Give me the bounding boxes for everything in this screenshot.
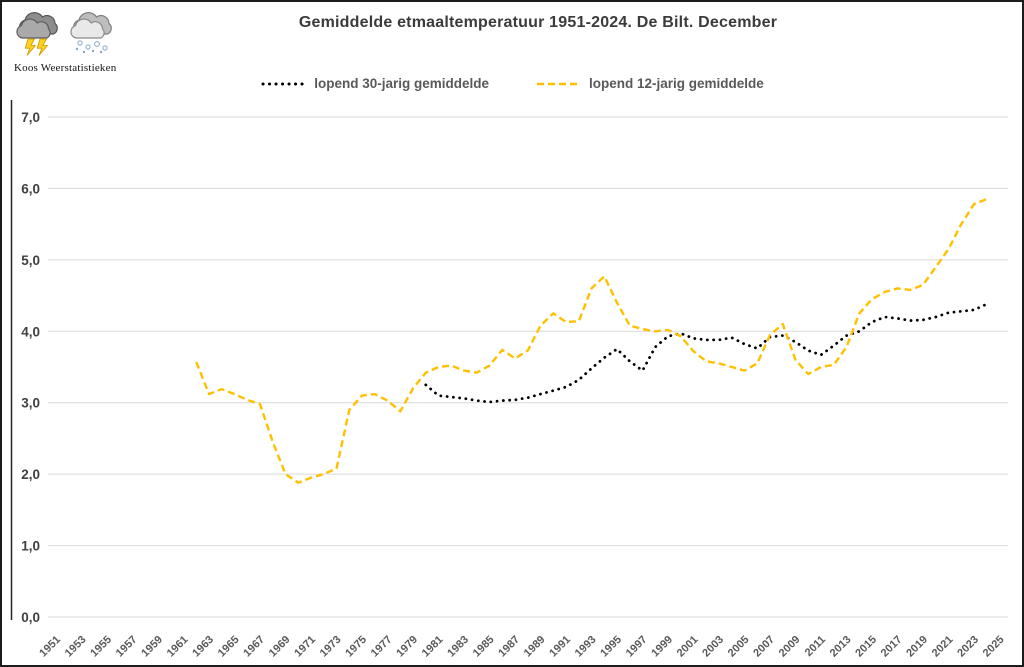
y-axis-label: 1,0 [21, 539, 40, 554]
x-axis-label: 1963 [190, 634, 216, 660]
x-axis-label: 1969 [267, 634, 293, 660]
plot-area: 0,0 1,0 2,0 3,0 4,0 5,0 6,0 7,0 1951 1953 1955 1957… [10, 100, 1008, 660]
x-axis-label: 2011 [803, 634, 828, 659]
x-axis-label: 2001 [675, 634, 701, 660]
x-axis-label: 2005 [726, 634, 752, 660]
y-axis-label: 2,0 [21, 467, 40, 482]
y-axis-label: 7,0 [21, 110, 40, 125]
y-axis-label: 3,0 [21, 396, 40, 411]
x-axis-label: 1971 [292, 634, 318, 660]
storm-cloud-icon [16, 12, 58, 56]
x-axis-label: 1959 [139, 634, 165, 660]
x-axis-label: 1995 [598, 634, 624, 660]
x-axis-label: 1981 [420, 634, 446, 660]
x-axis-label: 1951 [37, 634, 63, 660]
x-axis-label: 1993 [573, 634, 599, 660]
x-axis-label: 2019 [904, 634, 930, 660]
snow-cloud-icon [70, 12, 112, 54]
x-axis-label: 1977 [369, 634, 395, 660]
x-axis-label: 2009 [777, 634, 803, 660]
dotted-line-icon [261, 82, 306, 85]
logo: Koos Weerstatistieken [14, 8, 144, 74]
series-line-30yr [424, 302, 989, 404]
legend-label-30yr: lopend 30-jarig gemiddelde [314, 76, 489, 91]
x-axis-label: 1961 [165, 634, 191, 660]
x-axis-label: 2013 [828, 634, 854, 660]
x-axis-label: 2015 [853, 634, 879, 660]
x-axis-label: 2003 [700, 634, 726, 660]
y-axis-label: 4,0 [21, 324, 40, 339]
x-axis-label: 1987 [496, 634, 522, 660]
x-axis-label: 1953 [63, 634, 89, 660]
x-axis-label: 1997 [624, 634, 650, 660]
logo-text: Koos Weerstatistieken [14, 62, 117, 74]
x-axis-label: 1983 [445, 634, 471, 660]
x-axis-label: 2023 [955, 634, 981, 660]
logo-clouds [16, 12, 112, 56]
x-axis-label: 1999 [649, 634, 675, 660]
legend-item-12yr: lopend 12-jarig gemiddelde [535, 76, 764, 91]
y-axis-label: 5,0 [21, 253, 40, 268]
x-axis-label: 2021 [930, 634, 956, 660]
x-axis-label: 1975 [343, 634, 369, 660]
x-axis-label: 1967 [241, 634, 267, 660]
x-axis-label: 2007 [751, 634, 777, 660]
x-axis-label: 1973 [318, 634, 344, 660]
x-axis-label: 1955 [88, 634, 114, 660]
x-axis-label: 1991 [547, 634, 573, 660]
x-axis-label: 1989 [522, 634, 548, 660]
x-axis-label: 1979 [394, 634, 420, 660]
series-line-12yr [195, 197, 988, 484]
x-axis-label: 1957 [114, 634, 140, 660]
legend: lopend 30-jarig gemiddelde lopend 12-jar… [2, 76, 1022, 91]
chart-title: Gemiddelde etmaaltemperatuur 1951-2024. … [298, 14, 778, 31]
legend-item-30yr: lopend 30-jarig gemiddelde [260, 76, 489, 91]
y-axis-label: 6,0 [21, 181, 40, 196]
legend-label-12yr: lopend 12-jarig gemiddelde [589, 76, 764, 91]
y-axis-label: 0,0 [21, 610, 40, 625]
dashed-line-icon [537, 82, 580, 85]
x-axis-label: 2025 [981, 634, 1007, 660]
x-axis-label: 1985 [471, 634, 497, 660]
x-axis-label: 2017 [879, 634, 905, 660]
x-axis-label: 1965 [216, 634, 242, 660]
